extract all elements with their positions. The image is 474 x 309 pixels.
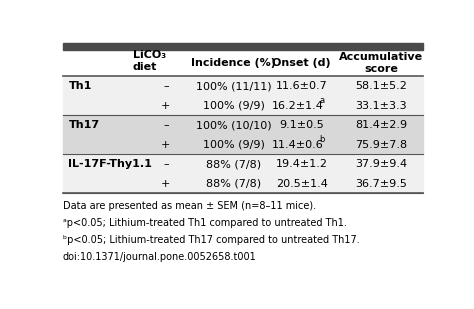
Text: +: +: [161, 101, 171, 111]
Bar: [63, 76, 423, 96]
Text: Th17: Th17: [68, 120, 100, 130]
Text: –: –: [163, 159, 169, 169]
Text: +: +: [161, 179, 171, 189]
Text: +: +: [161, 140, 171, 150]
Text: Th1: Th1: [68, 81, 92, 91]
Text: 81.4±2.9: 81.4±2.9: [356, 120, 408, 130]
Text: 75.9±7.8: 75.9±7.8: [356, 140, 408, 150]
Text: IL-17F-Thy1.1: IL-17F-Thy1.1: [68, 159, 152, 169]
Text: 100% (11/11): 100% (11/11): [196, 81, 272, 91]
Text: Incidence (%): Incidence (%): [191, 58, 276, 68]
Text: Onset (d): Onset (d): [273, 58, 331, 68]
Text: –: –: [163, 120, 169, 130]
Text: –: –: [163, 81, 169, 91]
Text: 33.1±3.3: 33.1±3.3: [356, 101, 407, 111]
Text: 16.2±1.4: 16.2±1.4: [272, 101, 324, 111]
Bar: [63, 96, 423, 115]
Bar: [63, 154, 423, 174]
Text: Accumulative
score: Accumulative score: [339, 53, 423, 74]
Text: LiCO₃
diet: LiCO₃ diet: [133, 50, 166, 72]
Text: 100% (10/10): 100% (10/10): [196, 120, 272, 130]
Text: 100% (9/9): 100% (9/9): [203, 101, 264, 111]
Text: a: a: [319, 96, 325, 105]
Text: 88% (7/8): 88% (7/8): [206, 179, 261, 189]
Text: b: b: [319, 135, 325, 144]
Text: Data are presented as mean ± SEM (n=8–11 mice).: Data are presented as mean ± SEM (n=8–11…: [63, 201, 316, 210]
Text: 88% (7/8): 88% (7/8): [206, 159, 261, 169]
Text: 36.7±9.5: 36.7±9.5: [356, 179, 407, 189]
Text: 19.4±1.2: 19.4±1.2: [276, 159, 328, 169]
Text: 58.1±5.2: 58.1±5.2: [356, 81, 407, 91]
Bar: [63, 135, 423, 154]
Bar: [63, 43, 423, 50]
Text: 11.6±0.7: 11.6±0.7: [276, 81, 328, 91]
Text: 9.1±0.5: 9.1±0.5: [279, 120, 324, 130]
Text: 100% (9/9): 100% (9/9): [203, 140, 264, 150]
Bar: [63, 174, 423, 193]
Text: ᵃp<0.05; Lithium-treated Th1 compared to untreated Th1.: ᵃp<0.05; Lithium-treated Th1 compared to…: [63, 218, 347, 228]
Text: ᵇp<0.05; Lithium-treated Th17 compared to untreated Th17.: ᵇp<0.05; Lithium-treated Th17 compared t…: [63, 235, 360, 245]
Bar: [63, 115, 423, 135]
Text: 37.9±9.4: 37.9±9.4: [356, 159, 408, 169]
Text: 20.5±1.4: 20.5±1.4: [276, 179, 328, 189]
Bar: [63, 50, 423, 76]
Text: 11.4±0.6: 11.4±0.6: [272, 140, 324, 150]
Text: doi:10.1371/journal.pone.0052658.t001: doi:10.1371/journal.pone.0052658.t001: [63, 252, 257, 262]
